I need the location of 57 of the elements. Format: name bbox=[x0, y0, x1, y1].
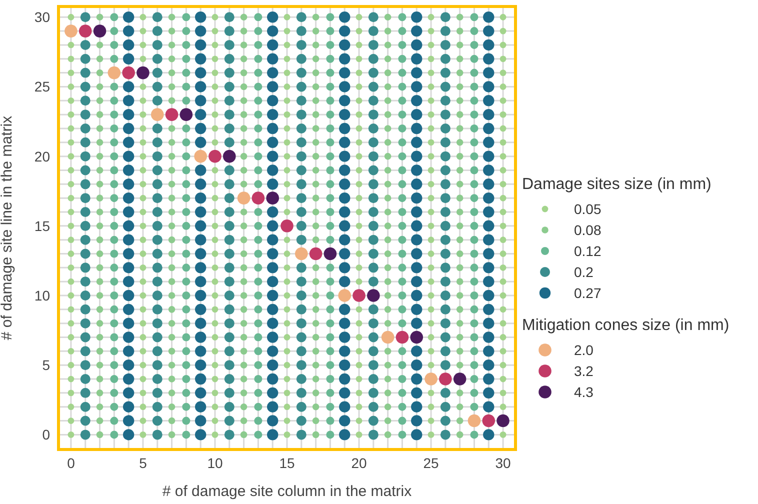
legend-label: 0.12 bbox=[574, 242, 602, 258]
point bbox=[194, 150, 207, 163]
point bbox=[237, 192, 250, 204]
x-tick-label: 25 bbox=[423, 454, 440, 471]
text: Mitigation cones size (in mm) bbox=[522, 317, 730, 334]
point bbox=[410, 330, 424, 344]
point bbox=[468, 414, 481, 428]
point bbox=[295, 247, 308, 260]
legend-label: 0.05 bbox=[574, 200, 602, 216]
x-tick-label: 5 bbox=[139, 454, 148, 471]
point bbox=[136, 66, 150, 80]
legend-label: 0.2 bbox=[574, 264, 594, 280]
y-tick-label: 25 bbox=[34, 78, 50, 95]
point bbox=[367, 289, 380, 302]
point bbox=[64, 24, 78, 38]
text: Damage sites size (in mm) bbox=[522, 176, 712, 193]
y-tick-label: 15 bbox=[34, 218, 50, 234]
legend-label: 3.2 bbox=[574, 362, 594, 378]
point bbox=[338, 289, 352, 302]
point bbox=[150, 108, 164, 121]
point bbox=[165, 108, 178, 121]
point bbox=[222, 150, 236, 163]
point bbox=[309, 247, 322, 260]
point bbox=[482, 414, 496, 428]
legend-label: 2.0 bbox=[574, 342, 594, 358]
point bbox=[208, 150, 222, 163]
x-tick-label: 20 bbox=[351, 454, 368, 471]
x-tick-label: 15 bbox=[279, 454, 295, 471]
point bbox=[252, 192, 265, 204]
legend-label: 4.3 bbox=[574, 384, 594, 400]
legend-label: 0.27 bbox=[574, 284, 602, 300]
point bbox=[122, 66, 135, 80]
x-axis-title: # of damage site column in the matrix bbox=[162, 483, 412, 500]
point bbox=[396, 330, 409, 344]
x-tick-label: 10 bbox=[207, 454, 223, 471]
point bbox=[439, 372, 452, 386]
point bbox=[324, 247, 337, 260]
y-tick-label: 5 bbox=[42, 357, 50, 374]
y-tick-label: 0 bbox=[42, 426, 50, 443]
point bbox=[496, 414, 510, 428]
y-tick-label: 20 bbox=[34, 148, 50, 164]
point bbox=[381, 330, 394, 344]
x-tick-label: 30 bbox=[495, 454, 512, 471]
y-tick-label: 30 bbox=[34, 9, 50, 26]
point bbox=[453, 372, 466, 386]
point bbox=[424, 372, 438, 386]
point bbox=[108, 66, 121, 80]
x-tick-label: 0 bbox=[67, 454, 76, 471]
point bbox=[180, 108, 193, 121]
legend-label: 0.08 bbox=[574, 222, 602, 238]
point bbox=[280, 220, 294, 232]
point bbox=[266, 192, 279, 204]
point bbox=[352, 289, 366, 302]
point bbox=[78, 24, 92, 38]
y-tick-label: 10 bbox=[34, 287, 50, 304]
y-axis-title: # of damage site line in the matrix bbox=[0, 115, 16, 340]
point bbox=[93, 24, 106, 38]
